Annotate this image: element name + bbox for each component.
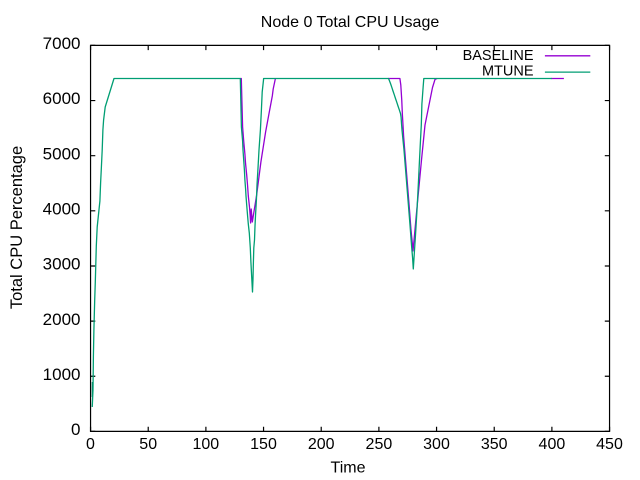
svg-text:50: 50: [139, 436, 157, 453]
svg-text:3000: 3000: [43, 255, 81, 274]
svg-text:BASELINE: BASELINE: [463, 48, 534, 64]
svg-text:Time: Time: [331, 459, 366, 476]
svg-text:2000: 2000: [43, 310, 81, 329]
svg-text:Node 0 Total CPU Usage: Node 0 Total CPU Usage: [261, 14, 440, 31]
svg-text:450: 450: [596, 436, 623, 453]
svg-text:0: 0: [71, 420, 80, 439]
svg-text:MTUNE: MTUNE: [482, 64, 534, 80]
svg-text:5000: 5000: [43, 144, 81, 163]
svg-text:200: 200: [308, 436, 335, 453]
svg-text:4000: 4000: [43, 200, 81, 219]
svg-text:400: 400: [539, 436, 566, 453]
svg-text:250: 250: [366, 436, 393, 453]
svg-text:1000: 1000: [43, 365, 81, 384]
svg-text:150: 150: [250, 436, 277, 453]
svg-text:7000: 7000: [43, 34, 81, 53]
svg-text:300: 300: [423, 436, 450, 453]
svg-text:Total CPU Percentage: Total CPU Percentage: [8, 146, 26, 309]
svg-text:0: 0: [86, 436, 95, 453]
svg-text:100: 100: [192, 436, 219, 453]
svg-text:350: 350: [481, 436, 508, 453]
svg-text:6000: 6000: [43, 89, 81, 108]
